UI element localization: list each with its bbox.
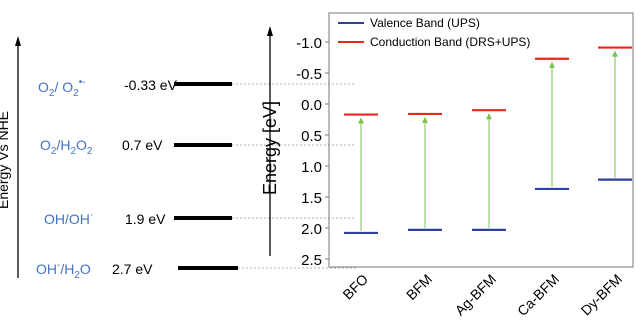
x-category-label: Ca-BFM (514, 271, 562, 319)
level-water: OH-/H2O 2.7 eV (36, 260, 356, 281)
x-category-labels: BFO BFM Ag-BFM Ca-BFM Dy-BFM (339, 271, 625, 319)
energy-axis-arrowhead (267, 26, 273, 36)
y-tick-label: -0.5 (296, 66, 322, 83)
band-gap-arrowhead (612, 50, 618, 57)
legend: Valence Band (UPS) Conduction Band (DRS+… (338, 16, 530, 49)
level-h2o2-value: 0.7 eV (122, 137, 163, 153)
band-gap-arrowhead (486, 113, 492, 120)
band-gap-arrowhead (549, 61, 555, 68)
x-category-label: Dy-BFM (578, 271, 626, 319)
level-oh-value: 1.9 eV (125, 211, 166, 227)
y-tick-label: 2.0 (301, 221, 322, 238)
nhe-axis-arrowhead (15, 36, 21, 46)
y-tick-label: 1.0 (301, 159, 322, 176)
level-o2-superoxide: O2/ O2•- -0.33 eV (38, 77, 355, 99)
legend-valence-label: Valence Band (UPS) (370, 16, 480, 30)
x-category-label: BFO (339, 271, 371, 303)
y-tick-label: -1.0 (296, 35, 322, 52)
y-tick-label: 2.5 (301, 252, 322, 269)
y-tick-label: 0.5 (301, 128, 322, 145)
y-tick-label: 1.5 (301, 190, 322, 207)
level-h2o2: O2/H2O2 0.7 eV (40, 137, 356, 157)
y-ticks: -1.0 -0.5 0.0 0.5 1.0 1.5 2.0 2.5 (296, 35, 329, 269)
level-o2-bar (174, 82, 232, 86)
level-h2o-value: 2.7 eV (112, 261, 153, 277)
band-gap-arrowhead (422, 116, 428, 123)
level-oh-bar (174, 216, 232, 220)
band-chart: Energy [eV] -1.0 -0.5 0.0 0.5 1.0 1.5 2.0 2.5 B… (260, 12, 634, 319)
x-category-label: BFM (403, 271, 435, 303)
x-category-label: Ag-BFM (452, 271, 500, 319)
plot-frame (328, 12, 634, 268)
level-o2-label: O2/ O2•- (38, 77, 86, 99)
level-h2o2-label: O2/H2O2 (40, 137, 93, 157)
legend-conduction-label: Conduction Band (DRS+UPS) (370, 35, 530, 49)
level-h2o-bar (178, 266, 238, 270)
level-o2-value: -0.33 eV (124, 77, 178, 93)
redox-panel: Energy Vs NHE O2/ O2•- -0.33 eV O2/H2O2 … (0, 36, 356, 281)
band-gap-arrowhead (358, 117, 364, 124)
level-h2o-label: OH-/H2O (36, 260, 91, 281)
y-tick-label: 0.0 (301, 97, 322, 114)
band-marks (344, 46, 632, 235)
level-h2o2-bar (174, 143, 232, 147)
y-axis-label: Energy [eV] (260, 101, 280, 195)
nhe-axis-label: Energy Vs NHE (0, 111, 11, 209)
level-oh-radical: OH/OH· 1.9 eV (44, 209, 356, 227)
level-oh-label: OH/OH· (44, 209, 94, 227)
